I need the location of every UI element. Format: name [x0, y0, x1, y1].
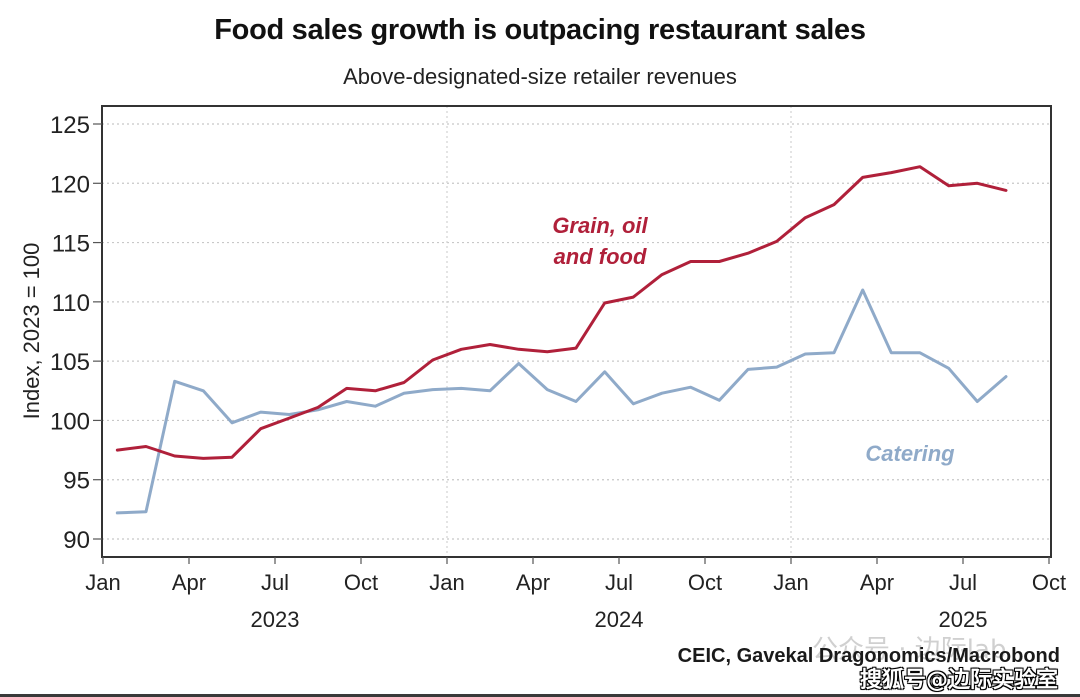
y-tick-label: 95	[63, 468, 90, 495]
plot-frame	[101, 105, 1052, 558]
x-year-label: 2024	[595, 607, 644, 632]
x-tick-label: Oct	[344, 570, 378, 595]
series-label-grain-oil-food: Grain, oil	[552, 213, 648, 238]
chart-title: Food sales growth is outpacing restauran…	[214, 14, 866, 46]
series-line-catering	[115, 288, 1008, 515]
y-axis-label: Index, 2023 = 100	[19, 243, 44, 420]
bottom-border	[0, 694, 1080, 697]
x-tick-label: Apr	[172, 570, 206, 595]
series-line-grain-oil-and-food	[115, 165, 1008, 460]
x-tick-label: Jul	[605, 570, 633, 595]
watermark-faint: 公众号 · 边际lab	[812, 635, 1007, 665]
x-tick-label: Oct	[688, 570, 722, 595]
x-tick-label: Jan	[85, 570, 120, 595]
series-lines	[115, 165, 1008, 515]
chart-subtitle: Above-designated-size retailer revenues	[343, 64, 737, 89]
y-tick-label: 115	[52, 231, 90, 258]
x-tick-label: Jan	[773, 570, 808, 595]
y-tick-label: 110	[52, 290, 90, 317]
y-tick-label: 125	[50, 112, 90, 139]
x-year-label: 2025	[939, 607, 988, 632]
source-note: CEIC, Gavekal Dragonomics/Macrobond	[677, 645, 1060, 667]
x-tick-label: Jul	[949, 570, 977, 595]
x-tick-label: Apr	[860, 570, 894, 595]
x-tick-label: Apr	[516, 570, 550, 595]
y-tick-label: 90	[63, 527, 90, 554]
x-tick-label: Jul	[261, 570, 289, 595]
gridlines	[102, 106, 1051, 557]
x-tick-label: Jan	[429, 570, 464, 595]
y-tick-label: 100	[50, 408, 90, 435]
y-tick-label: 120	[50, 171, 90, 198]
series-labels: Grain, oil and food Catering	[552, 213, 955, 466]
series-label-grain-oil-food: and food	[554, 244, 647, 269]
series-label-catering: Catering	[865, 441, 955, 466]
y-axis: 90 95 100 105 110 115 120 125	[50, 112, 102, 554]
y-tick-label: 105	[50, 349, 90, 376]
x-year-label: 2023	[251, 607, 300, 632]
x-tick-label: Oct	[1032, 570, 1066, 595]
watermark-outlined: 搜狐号@边际实验室	[860, 668, 1059, 693]
x-axis: Jan Apr Jul Oct Jan Apr Jul Oct Jan Apr Jul Oct 2023…	[85, 557, 1066, 632]
